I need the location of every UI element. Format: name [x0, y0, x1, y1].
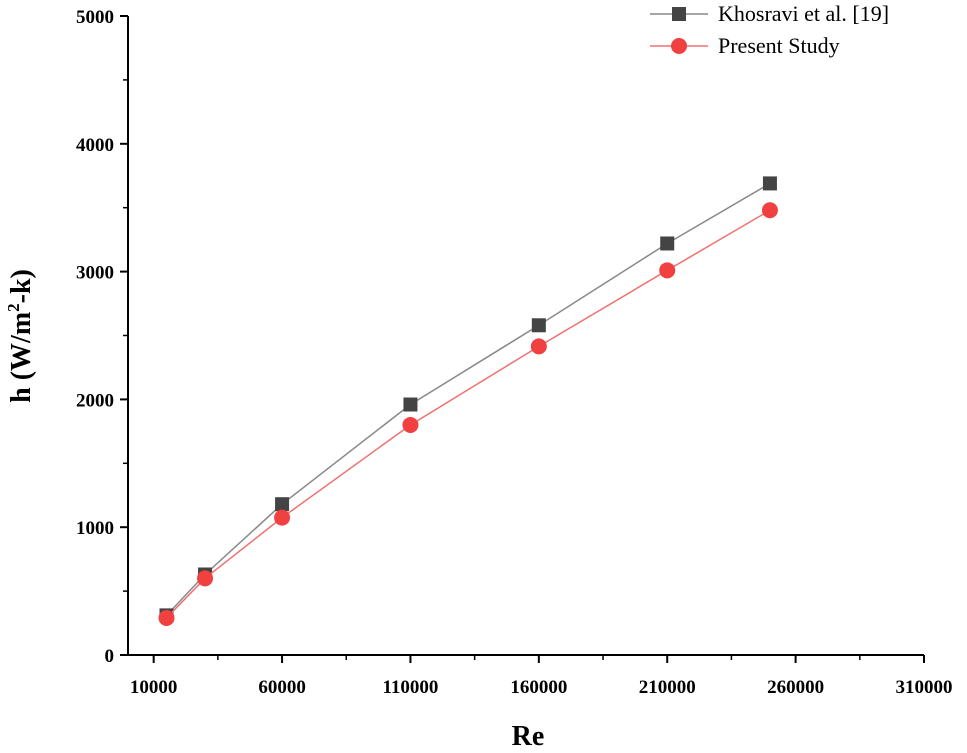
data-point-circle	[197, 570, 214, 587]
series-layer	[158, 176, 778, 626]
ticks: 0 1000 2000 3000 4000 5000 10000 60000 110000 160…	[76, 7, 953, 698]
data-point-circle	[402, 416, 419, 433]
axes	[127, 16, 924, 656]
legend-entry-1: Present Study	[650, 33, 840, 58]
y-tick-label: 1000	[76, 518, 114, 539]
data-point-square	[275, 497, 290, 512]
y-tick-label: 5000	[76, 7, 114, 28]
y-tick-label: 2000	[76, 390, 114, 411]
y-tick-label: 3000	[76, 263, 114, 284]
x-tick-label: 60000	[258, 677, 306, 698]
y-tick-label: 4000	[76, 135, 114, 156]
data-point-square	[403, 397, 418, 412]
data-point-circle	[530, 338, 547, 355]
x-axis-title: Re	[512, 721, 545, 752]
x-tick-label: 160000	[510, 677, 567, 698]
y-axis-title-suffix: -k)	[6, 269, 37, 303]
y-axis-title: h (W/m2-k)	[4, 269, 37, 403]
data-point-square	[660, 236, 675, 251]
y-axis-title-base: h (W/m	[6, 312, 37, 403]
data-point-circle	[274, 509, 291, 526]
series-line	[165, 182, 771, 616]
legend-marker-circle	[671, 38, 687, 54]
data-point-square	[762, 176, 777, 191]
legend-marker-square	[672, 7, 686, 21]
data-point-circle	[659, 262, 676, 279]
x-tick-label: 310000	[896, 677, 953, 698]
data-point-circle	[761, 202, 778, 219]
x-tick-label: 110000	[382, 677, 438, 698]
legend-label: Khosravi et al. [19]	[718, 1, 889, 26]
x-tick-label: 260000	[767, 677, 824, 698]
series-1	[158, 202, 778, 626]
y-axis-title-superscript: 2	[4, 303, 23, 312]
series-0	[159, 176, 777, 623]
series-line	[165, 209, 771, 619]
y-tick-label: 0	[105, 646, 115, 667]
legend-label: Present Study	[718, 33, 840, 58]
x-tick-label: 10000	[130, 677, 178, 698]
legend-entry-0: Khosravi et al. [19]	[650, 1, 889, 26]
legend: Khosravi et al. [19] Present Study	[650, 1, 889, 58]
data-point-circle	[158, 609, 175, 626]
data-point-square	[531, 318, 546, 333]
x-tick-label: 210000	[639, 677, 696, 698]
